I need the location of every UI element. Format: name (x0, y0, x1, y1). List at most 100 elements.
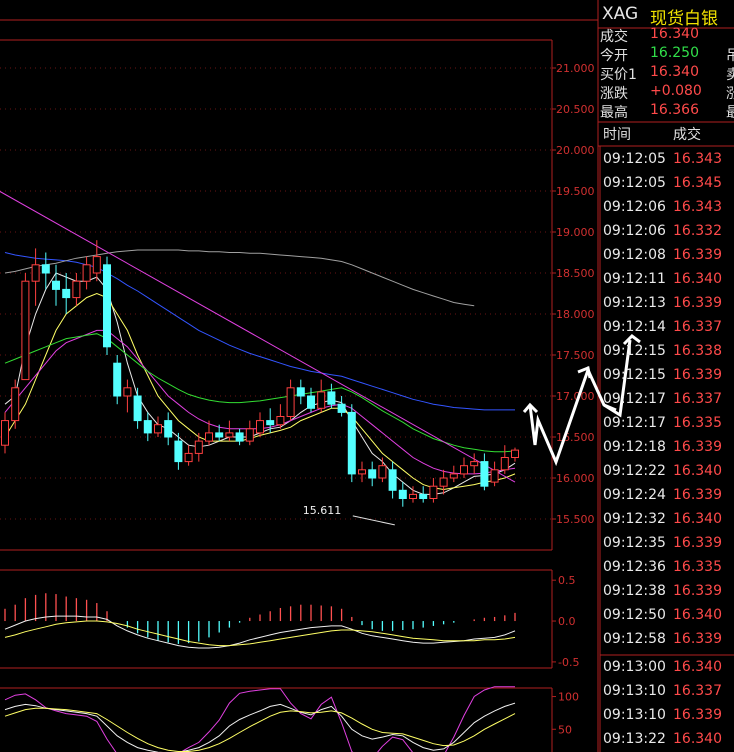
tick-price: 16.338 (673, 343, 722, 359)
tick-price: 16.345 (673, 175, 722, 191)
candle (1, 420, 9, 446)
candle (72, 280, 81, 299)
series-ma_blue (4, 252, 515, 411)
tick-row: 09:12:35 16.339 (600, 534, 734, 556)
candle (113, 362, 122, 397)
tick-row: 09:12:36 16.335 (600, 558, 734, 580)
candle (358, 469, 366, 475)
quote-label: 成交 (600, 29, 628, 45)
tick-price: 16.337 (673, 391, 722, 407)
tick-time: 09:12:38 (603, 583, 666, 599)
candle (245, 428, 254, 442)
tick-row: 09:12:05 16.343 (600, 150, 734, 172)
macd-dif-line (4, 615, 516, 649)
y-tick-label: 16.000 (556, 472, 595, 485)
tick-time: 09:12:11 (603, 271, 666, 287)
tick-time: 09:12:17 (603, 391, 666, 407)
tick-time: 09:12:05 (603, 175, 666, 191)
candle (266, 420, 275, 426)
macd-tick-label: -0.5 (558, 656, 579, 669)
tick-list-header: 时间 成交 (600, 124, 734, 144)
tick-price: 16.335 (673, 559, 722, 575)
tick-row: 09:12:17 16.335 (600, 414, 734, 436)
candle (215, 432, 224, 438)
quote-extra: 涨 (726, 86, 734, 102)
tick-time: 09:12:18 (603, 439, 666, 455)
tick-row: 09:12:13 16.339 (600, 294, 734, 316)
tick-row: 09:13:10 16.337 (600, 682, 734, 704)
tick-time: 09:13:22 (603, 731, 666, 747)
tick-row: 09:12:38 16.339 (600, 582, 734, 604)
quote-value: +0.080 (650, 83, 702, 99)
low-price-label: 15.611 (303, 504, 342, 517)
series-ma_gray (4, 249, 475, 307)
tick-time: 09:12:13 (603, 295, 666, 311)
tick-time: 09:12:05 (603, 151, 666, 167)
tick-price: 16.339 (673, 707, 722, 723)
quote-label: 最高 (600, 105, 628, 121)
y-tick-label: 17.500 (556, 349, 595, 362)
candle (409, 493, 417, 499)
tick-time: 09:13:10 (603, 707, 666, 723)
macd-dea-line (4, 620, 516, 647)
kdj-k-line (4, 702, 516, 752)
tick-time: 09:12:08 (603, 247, 666, 263)
tick-price: 16.339 (673, 583, 722, 599)
candle (11, 387, 20, 422)
candle (276, 416, 285, 426)
tick-row: 09:12:17 16.337 (600, 390, 734, 412)
candle (52, 280, 60, 290)
candle (419, 493, 428, 499)
candle (41, 264, 50, 274)
quote-extra: 卖 (726, 67, 734, 83)
quote-header: XAG 现货白银 (598, 0, 734, 29)
tick-price: 16.337 (673, 319, 722, 335)
tick-time: 09:12:14 (603, 319, 666, 335)
tick-price: 16.339 (673, 439, 722, 455)
y-tick-label: 15.500 (556, 513, 595, 526)
quote-extra: 吊 (726, 48, 734, 64)
candle (62, 288, 71, 299)
tick-price: 16.340 (673, 731, 722, 747)
candle (164, 420, 173, 438)
tick-price: 16.339 (673, 367, 722, 383)
quote-value: 16.340 (650, 26, 699, 42)
tick-time: 09:12:36 (603, 559, 666, 575)
candle (449, 473, 458, 479)
tick-row: 09:12:06 16.343 (600, 198, 734, 220)
tick-row: 09:12:15 16.339 (600, 366, 734, 388)
candle (296, 387, 305, 397)
candle (286, 387, 295, 417)
tick-row: 09:12:05 16.345 (600, 174, 734, 196)
quote-row-last: 成交 16.340 (600, 26, 734, 45)
tick-time: 09:12:06 (603, 223, 666, 239)
tick-time: 09:13:10 (603, 683, 666, 699)
tick-time: 09:12:50 (603, 607, 666, 623)
symbol-name: 现货白银 (650, 9, 718, 29)
candle (205, 432, 213, 442)
tick-price: 16.339 (673, 295, 722, 311)
quote-value: 16.366 (650, 102, 699, 118)
y-tick-label: 20.000 (556, 144, 595, 157)
kdj-tick-label: 50 (558, 723, 572, 736)
candle (123, 387, 132, 397)
tick-time: 09:12:32 (603, 511, 666, 527)
candle (470, 461, 479, 467)
tick-time: 09:12:22 (603, 463, 666, 479)
tick-price: 16.339 (673, 535, 722, 551)
candle (21, 280, 30, 381)
tick-row: 09:13:00 16.340 (600, 658, 734, 680)
y-tick-label: 19.500 (556, 185, 595, 198)
tick-time: 09:12:24 (603, 487, 666, 503)
tick-price: 16.340 (673, 463, 722, 479)
y-tick-label: 20.500 (556, 103, 595, 116)
tick-row: 09:12:24 16.339 (600, 486, 734, 508)
quote-row-bid: 买价1 16.340 卖 (600, 64, 734, 83)
candle (133, 395, 142, 422)
tick-row: 09:12:14 16.337 (600, 318, 734, 340)
tick-price: 16.343 (673, 151, 722, 167)
tick-price: 16.340 (673, 659, 722, 675)
kdj-tick-label: 100 (558, 691, 579, 704)
quote-value: 16.340 (650, 64, 699, 80)
tick-row: 09:13:22 16.340 (600, 730, 734, 752)
